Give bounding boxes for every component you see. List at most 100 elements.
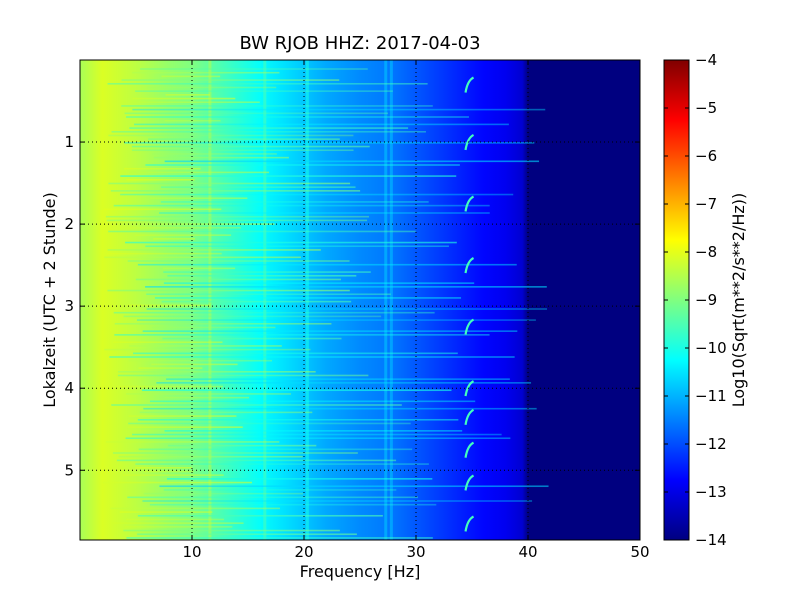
noise-streak — [152, 326, 276, 329]
noise-streak — [168, 444, 317, 447]
noise-streak — [124, 112, 389, 115]
noise-streak — [120, 193, 514, 196]
noise-streak — [108, 134, 354, 137]
noise-streak — [132, 97, 236, 100]
transient-event-mark — [464, 318, 475, 335]
noise-streak — [142, 500, 533, 502]
noise-streak — [126, 393, 291, 395]
noise-streak — [109, 356, 515, 358]
x-tick-label: 50 — [630, 543, 649, 561]
noise-streak — [129, 345, 282, 347]
spectrogram-texture — [102, 60, 549, 540]
noise-streak — [153, 156, 289, 159]
colorbar-tick-label: −10 — [695, 339, 727, 357]
grid-lines — [80, 60, 640, 540]
noise-streak — [143, 492, 304, 495]
noise-streak — [129, 127, 409, 129]
transient-event-mark — [464, 441, 475, 458]
noise-streak — [148, 138, 340, 140]
transient-event-mark — [464, 133, 475, 151]
noise-streak — [156, 382, 532, 384]
noise-streak — [146, 293, 391, 296]
noise-streak — [137, 418, 459, 421]
noise-streak — [111, 130, 426, 133]
noise-streak — [163, 489, 397, 491]
noise-streak — [159, 485, 549, 488]
noise-streak — [106, 219, 368, 222]
noise-streak — [137, 514, 383, 517]
noise-streak — [120, 175, 457, 177]
noise-streak — [106, 252, 222, 255]
y-tick-label: 3 — [64, 297, 74, 315]
colorbar-tick-label: −6 — [695, 147, 717, 165]
y-tick-label: 1 — [64, 133, 74, 151]
x-axis-ticks: 10 20 30 40 50 — [182, 60, 650, 561]
noise-streak — [164, 396, 250, 399]
transient-event-mark — [464, 380, 475, 397]
noise-streak — [123, 529, 340, 532]
noise-streak — [127, 304, 211, 307]
noise-streak — [118, 455, 303, 458]
noise-streak — [114, 334, 490, 336]
noise-streak — [105, 215, 370, 218]
noise-streak — [107, 82, 428, 85]
transient-event-mark — [464, 515, 475, 532]
y-axis-ticks: 1 2 3 4 5 — [64, 133, 640, 479]
noise-streak — [132, 108, 546, 111]
noise-streak — [126, 518, 225, 521]
noise-streak — [123, 315, 382, 318]
x-tick-label: 20 — [294, 543, 313, 561]
colorbar-tick-label: −9 — [695, 291, 717, 309]
noise-streak — [137, 263, 517, 266]
colorbar-tick-label: −5 — [695, 99, 717, 117]
noise-streak — [124, 526, 233, 528]
noise-streak — [110, 190, 361, 192]
plot-area: 10 20 30 40 50 1 2 3 4 5 — [64, 59, 650, 561]
noise-streak — [125, 241, 457, 244]
noise-streak — [102, 481, 252, 484]
noise-streak — [161, 300, 352, 303]
x-tick-label: 40 — [518, 543, 537, 561]
noise-streak — [112, 522, 244, 524]
x-tick-label: 10 — [182, 543, 201, 561]
transient-event-mark — [464, 195, 475, 212]
colorbar-tick-label: −14 — [695, 531, 727, 549]
noise-streak — [159, 212, 490, 214]
y-tick-label: 5 — [64, 461, 74, 479]
noise-streak — [152, 153, 277, 155]
noise-streak — [166, 378, 510, 380]
noise-streak — [132, 433, 502, 436]
noise-streak — [127, 426, 243, 428]
noise-streak — [128, 171, 270, 174]
noise-streak — [164, 160, 540, 163]
noise-streak — [103, 208, 222, 211]
colorbar-tick-label: −4 — [695, 51, 717, 69]
noise-streak — [135, 90, 393, 92]
noise-streak — [104, 348, 311, 351]
noise-streak — [142, 330, 518, 332]
noise-streak — [144, 470, 194, 473]
noise-streak — [146, 308, 547, 310]
transient-event-mark — [464, 257, 475, 274]
colorbar-tick-label: −12 — [695, 435, 727, 453]
noise-streak — [136, 319, 536, 321]
noise-streak — [116, 385, 223, 388]
noise-streak — [139, 411, 313, 414]
noise-streak — [121, 105, 433, 107]
noise-streak — [132, 71, 280, 74]
noise-streak — [122, 223, 275, 225]
noise-streak — [128, 415, 237, 417]
noise-streak — [153, 238, 196, 240]
noise-streak — [117, 374, 369, 377]
narrowband-line — [263, 60, 267, 540]
noise-streak — [162, 267, 236, 270]
noise-streak — [138, 367, 203, 369]
noise-streak — [107, 289, 350, 292]
colorbar-tick-label: −13 — [695, 483, 727, 501]
noise-streak — [127, 496, 418, 499]
noise-streak — [151, 363, 238, 366]
noise-streak — [160, 201, 429, 203]
narrowband-line — [389, 60, 393, 540]
noise-streak — [167, 274, 357, 277]
